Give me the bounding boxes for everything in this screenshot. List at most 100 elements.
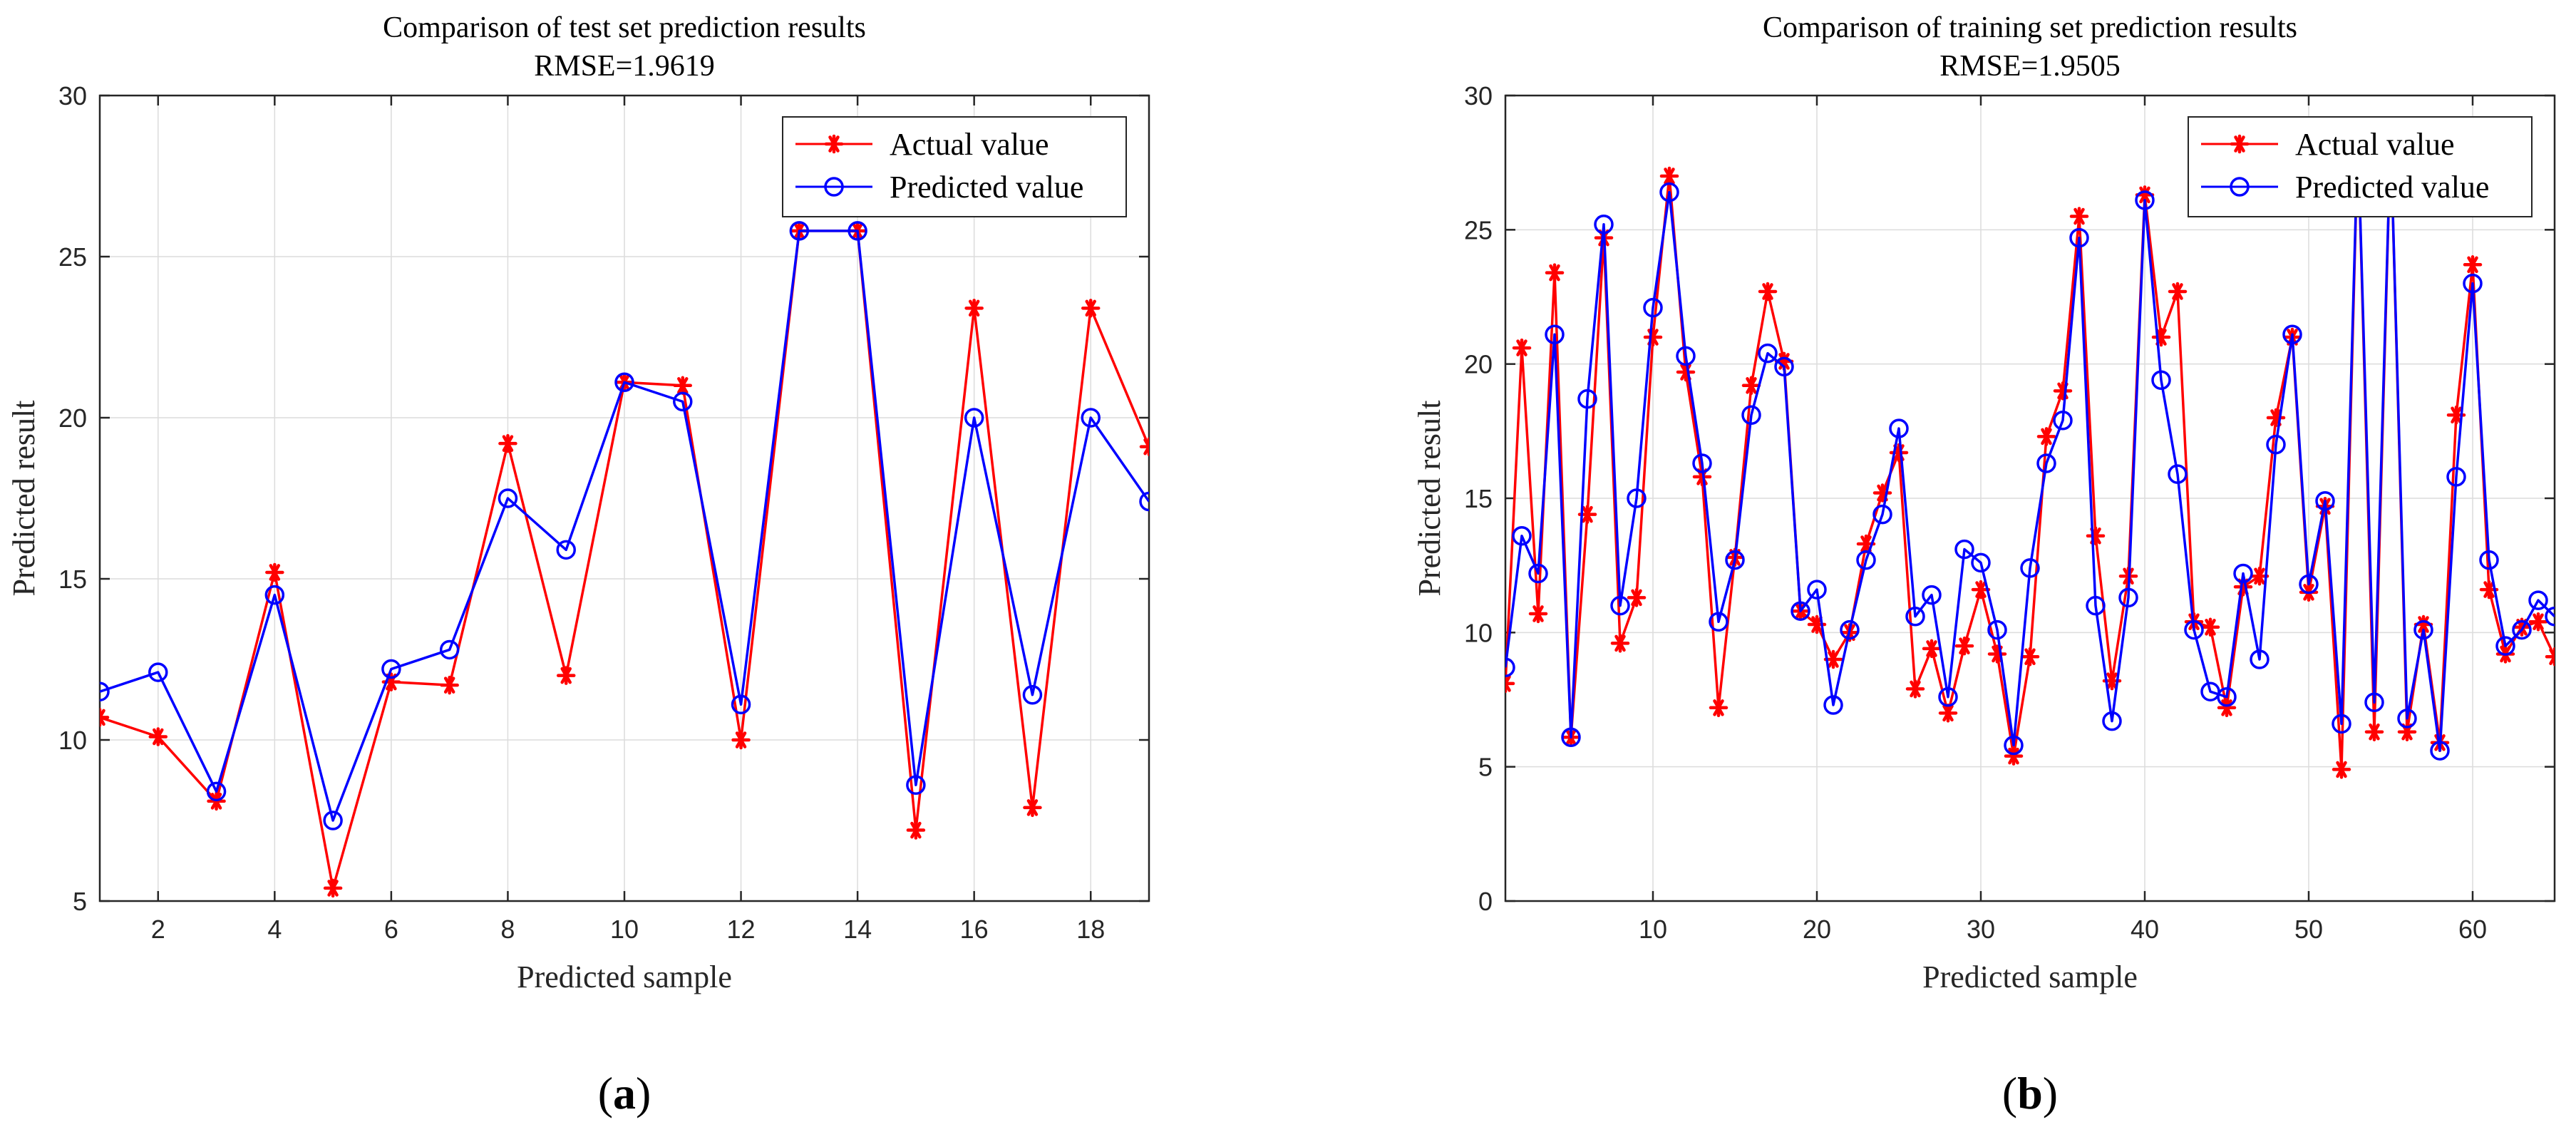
predicted-point-b xyxy=(1889,418,1909,438)
predicted-point-b xyxy=(1922,585,1942,605)
predicted-point-b xyxy=(2053,411,2073,431)
predicted-point-b xyxy=(1774,356,1794,377)
predicted-point-b xyxy=(2299,574,2319,595)
actual-point-a xyxy=(498,433,517,453)
predicted-point-b xyxy=(2446,467,2466,487)
legend-asterisk-b xyxy=(2230,134,2250,154)
predicted-point-b xyxy=(2430,741,2450,761)
y-tick-label-b: 20 xyxy=(1464,350,1493,379)
predicted-point-b xyxy=(1971,552,1991,573)
actual-point-a xyxy=(323,878,343,898)
legend-label-predicted-b: Predicted value xyxy=(2295,170,2489,205)
predicted-point-b xyxy=(2086,595,2106,616)
legend-label-predicted-a: Predicted value xyxy=(890,170,1083,205)
predicted-point-b xyxy=(1643,297,1663,318)
x-tick-label-b: 20 xyxy=(1803,915,1831,944)
actual-point-b xyxy=(2217,698,2237,718)
predicted-point-b xyxy=(2282,324,2302,344)
predicted-point-b xyxy=(1856,550,1876,570)
actual-point-a xyxy=(1023,798,1042,818)
predicted-point-b xyxy=(1823,695,1843,715)
x-tick-label-a: 18 xyxy=(1076,915,1105,944)
actual-point-a xyxy=(148,727,168,746)
predicted-point-b xyxy=(1561,727,1581,747)
predicted-point-a xyxy=(556,540,576,560)
predicted-line-b xyxy=(1505,134,2555,752)
actual-point-b xyxy=(2545,647,2555,667)
y-tick-label-a: 25 xyxy=(58,242,87,272)
predicted-series-b xyxy=(1505,125,2555,761)
actual-point-a xyxy=(556,666,576,685)
predicted-point-b xyxy=(2151,370,2171,391)
y-tick-label-b: 25 xyxy=(1464,215,1493,245)
actual-point-a xyxy=(1081,299,1101,318)
actual-point-b xyxy=(2069,207,2089,226)
y-tick-label-a: 20 xyxy=(58,403,87,433)
predicted-point-b xyxy=(1987,619,2007,640)
x-tick-label-a: 6 xyxy=(384,915,398,944)
x-axis-label-b: Predicted sample xyxy=(1922,959,2138,994)
panel-a: 2 4 6 8 10 12 14 16 18 5 10 15 20 25 30 Comparison of … xyxy=(6,11,1150,1118)
actual-point-a xyxy=(265,562,284,582)
x-tick-label-a: 8 xyxy=(500,915,515,944)
predicted-point-b xyxy=(2217,686,2237,707)
actual-point-b xyxy=(2364,722,2384,741)
actual-point-b xyxy=(1971,580,1991,600)
actual-point-b xyxy=(1627,588,1647,607)
predicted-point-b xyxy=(2364,692,2384,713)
predicted-point-a xyxy=(323,811,343,830)
predicted-point-b xyxy=(1905,606,1925,627)
predicted-point-b xyxy=(2495,636,2515,656)
x-tick-label-b: 60 xyxy=(2458,915,2487,944)
y-axis-label-b: Predicted result xyxy=(1412,401,1447,597)
y-tick-label-b: 30 xyxy=(1464,81,1493,110)
actual-point-b xyxy=(1954,636,1974,656)
predicted-point-b xyxy=(1938,686,1958,707)
predicted-point-b xyxy=(2233,563,2253,584)
predicted-point-b xyxy=(1791,601,1810,621)
actual-point-b xyxy=(1758,282,1778,302)
predicted-point-b xyxy=(1741,405,1761,425)
predicted-point-a xyxy=(964,408,984,428)
predicted-point-a xyxy=(100,681,110,701)
chart-subtitle-b: RMSE=1.9505 xyxy=(1939,50,2121,83)
legend-marker-predicted-a xyxy=(824,177,844,197)
predicted-point-b xyxy=(1807,580,1827,600)
predicted-point-b xyxy=(1676,346,1696,366)
legend-box-a xyxy=(782,116,1127,217)
actual-point-b xyxy=(1610,634,1630,653)
predicted-point-b xyxy=(2004,735,2024,756)
predicted-point-b xyxy=(2168,464,2188,484)
actual-point-b xyxy=(2332,760,2351,779)
actual-point-a xyxy=(440,675,459,695)
predicted-point-b xyxy=(2118,587,2138,608)
actual-point-b xyxy=(2200,617,2220,637)
panel-b: 10 20 30 40 50 60 0 5 10 15 20 25 30 Comparison of t… xyxy=(1412,11,2556,1118)
actual-point-b xyxy=(1709,698,1729,718)
predicted-point-a xyxy=(673,391,693,412)
predicted-point-b xyxy=(1528,563,1548,584)
actual-point-b xyxy=(1741,376,1761,396)
chart-title-b: Comparison of training set prediction re… xyxy=(1763,11,2297,44)
legend-marker-actual-a xyxy=(824,134,844,154)
predicted-point-a xyxy=(264,585,285,605)
predicted-point-a xyxy=(614,372,634,393)
predicted-point-b xyxy=(1692,453,1712,473)
predicted-point-b xyxy=(1505,657,1515,678)
actual-point-b xyxy=(2036,427,2056,446)
actual-point-a xyxy=(1139,437,1149,456)
panel-caption-b: (b) xyxy=(2002,1068,2058,1118)
predicted-point-a xyxy=(439,639,460,660)
actual-point-b xyxy=(1938,704,1958,723)
actual-point-b xyxy=(1528,604,1548,624)
actual-point-a xyxy=(906,820,926,840)
predicted-point-b xyxy=(2463,273,2483,294)
x-tick-label-a: 10 xyxy=(610,915,639,944)
predicted-point-b xyxy=(2069,227,2089,248)
actual-point-b xyxy=(2004,746,2024,766)
actual-point-b xyxy=(2168,282,2188,302)
actual-point-b xyxy=(2463,255,2483,274)
predicted-point-a xyxy=(148,662,168,682)
y-tick-label-a: 15 xyxy=(58,565,87,594)
predicted-point-a xyxy=(906,775,926,796)
